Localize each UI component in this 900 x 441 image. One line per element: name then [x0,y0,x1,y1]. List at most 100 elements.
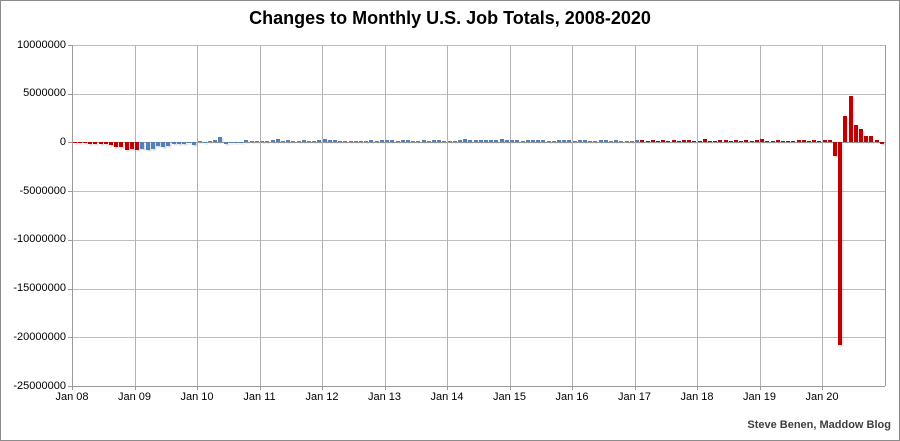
x-axis-tick [509,386,511,390]
bar [499,139,504,143]
bar [775,140,780,143]
x-axis-tick [447,386,448,390]
x-axis-tick-label: Jan 16 [555,391,589,403]
bar [718,139,723,143]
v-gridline [822,45,823,386]
bar [442,141,447,143]
y-axis-tick-label: 0 [59,135,66,148]
y-axis-tick [68,93,72,95]
bar [452,140,457,143]
bar [666,140,671,143]
v-gridline [572,45,573,386]
bar [317,140,322,143]
h-gridline [72,191,885,193]
bar [155,142,160,146]
bar [208,140,213,143]
bar [697,140,702,143]
bar [864,135,869,143]
bar [614,139,619,143]
x-axis-tick [822,386,823,390]
bar [728,140,733,143]
bar [150,142,155,150]
x-axis-tick [72,386,73,390]
bar [124,142,129,151]
bar [395,141,400,143]
v-gridline [322,45,323,386]
bar [859,129,864,143]
x-axis-tick-label: Jan 20 [805,391,839,403]
bar [265,140,270,143]
bar [843,116,848,143]
y-axis-tick-label: -5000000 [19,184,67,197]
bar [546,140,551,143]
x-axis-tick [634,386,636,390]
bar [176,142,181,145]
y-axis-tick-label: 10000000 [17,38,66,51]
bar [708,140,713,143]
bar [838,142,843,346]
v-gridline [509,45,511,386]
y-axis-tick [68,386,72,387]
bar [796,140,801,143]
y-axis-tick-label: -15000000 [13,282,66,295]
bar [588,140,593,143]
bar [583,140,588,143]
x-axis-tick-label: Jan 17 [617,391,652,403]
bar [98,142,103,145]
bar [645,141,650,143]
bar [280,141,285,143]
bar [197,141,202,143]
bar [458,140,463,143]
bar [353,140,358,143]
x-axis-tick-label: Jan 13 [367,391,402,403]
bar [249,141,254,143]
bar [541,139,546,143]
bar [88,142,93,145]
bar [817,140,822,143]
bar [577,140,582,143]
y-axis-tick [68,142,72,144]
bar [629,140,634,143]
bar [869,136,874,143]
bar [437,139,442,143]
y-axis-tick-label: 5000000 [23,87,66,100]
bar [702,139,707,143]
bar [525,139,530,143]
bar [431,140,436,143]
bar [275,139,280,143]
bar [145,142,150,151]
bar [301,140,306,143]
bar [478,139,483,143]
bar [713,140,718,143]
bar [671,140,676,143]
bar [359,140,364,143]
bar [426,140,431,143]
bar [874,139,879,143]
bar [562,139,567,143]
bar [379,140,384,143]
bar [676,141,681,143]
x-axis-tick-label: Jan 12 [305,391,339,403]
y-axis-line [72,45,73,386]
bar [567,139,572,143]
bar [504,139,509,143]
bar [312,141,317,143]
bar [760,139,765,143]
bar [218,137,223,143]
bar [338,141,343,143]
h-gridline [72,288,885,290]
x-axis-tick-label: Jan 15 [492,391,527,403]
x-axis-tick [322,386,323,390]
x-axis-tick [197,386,198,390]
x-axis-tick-label: Jan 18 [680,391,714,403]
bar [655,141,660,143]
bar [416,141,421,143]
bar [322,139,327,143]
bar [385,140,390,143]
bar [447,140,452,143]
bar [879,142,884,144]
bar [421,139,426,143]
bar [806,140,811,143]
bar [609,140,614,143]
